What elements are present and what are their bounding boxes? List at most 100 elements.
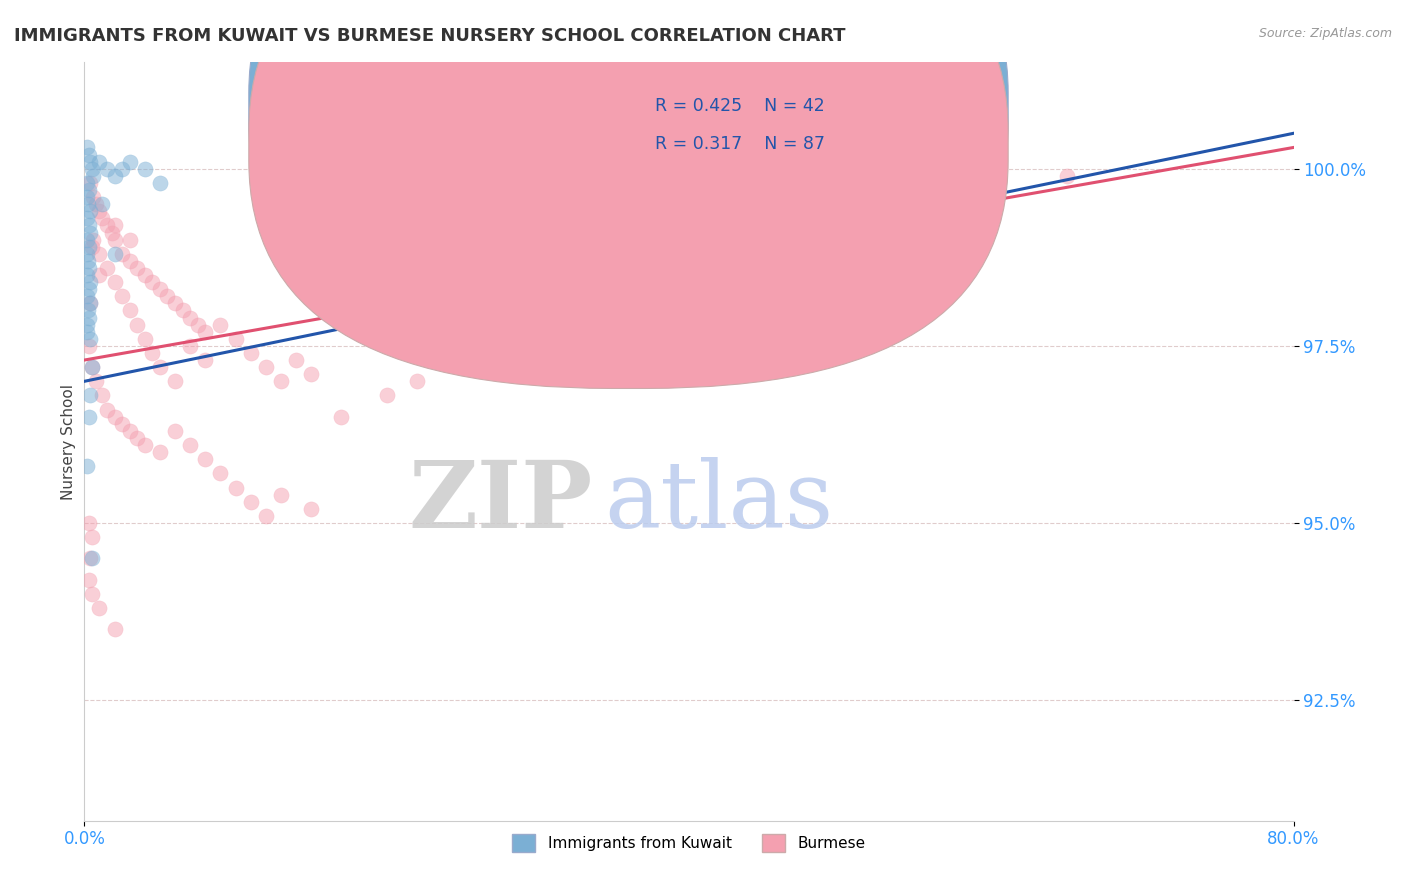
Point — [134, 438, 156, 452]
Point — [678, 275, 700, 289]
Point — [225, 332, 247, 346]
Point — [89, 154, 111, 169]
Point — [76, 190, 98, 204]
Point — [165, 374, 187, 388]
Point — [96, 260, 118, 275]
Point — [156, 289, 179, 303]
Legend: Immigrants from Kuwait, Burmese: Immigrants from Kuwait, Burmese — [506, 828, 872, 858]
Point — [179, 438, 201, 452]
Point — [104, 169, 127, 183]
Point — [602, 303, 624, 318]
Point — [406, 374, 429, 388]
Point — [80, 360, 103, 375]
Point — [79, 388, 101, 402]
Point — [77, 240, 100, 254]
Point — [89, 268, 111, 282]
Point — [76, 318, 98, 332]
Point — [76, 289, 98, 303]
Point — [572, 318, 595, 332]
Point — [754, 233, 776, 247]
FancyBboxPatch shape — [599, 78, 936, 172]
Point — [77, 197, 100, 211]
Point — [149, 360, 172, 375]
Point — [179, 310, 201, 325]
Point — [118, 233, 141, 247]
Point — [82, 169, 104, 183]
Point — [82, 190, 104, 204]
Point — [89, 601, 111, 615]
Text: atlas: atlas — [605, 458, 834, 547]
Point — [79, 204, 101, 219]
Point — [165, 296, 187, 310]
Point — [134, 161, 156, 176]
Point — [91, 388, 114, 402]
Point — [77, 260, 100, 275]
Point — [77, 573, 100, 587]
Point — [86, 374, 108, 388]
Point — [141, 346, 163, 360]
Point — [96, 161, 118, 176]
Point — [79, 226, 101, 240]
Point — [270, 374, 292, 388]
Point — [77, 253, 100, 268]
Point — [104, 623, 127, 637]
Point — [127, 260, 149, 275]
Point — [76, 140, 98, 154]
Point — [496, 346, 519, 360]
Point — [299, 501, 322, 516]
Point — [76, 459, 98, 474]
Point — [104, 409, 127, 424]
Point — [451, 360, 474, 375]
Point — [79, 154, 101, 169]
Point — [77, 183, 100, 197]
Point — [285, 353, 308, 368]
Point — [904, 197, 927, 211]
FancyBboxPatch shape — [249, 0, 1008, 389]
Point — [77, 147, 100, 161]
Point — [91, 211, 114, 226]
Point — [187, 318, 209, 332]
Point — [111, 289, 134, 303]
Point — [86, 197, 108, 211]
Point — [648, 289, 671, 303]
Point — [172, 303, 194, 318]
Point — [80, 530, 103, 544]
Point — [225, 481, 247, 495]
Text: Source: ZipAtlas.com: Source: ZipAtlas.com — [1258, 27, 1392, 40]
Point — [104, 219, 127, 233]
Point — [80, 240, 103, 254]
Point — [82, 233, 104, 247]
Point — [179, 339, 201, 353]
Point — [375, 388, 398, 402]
Text: IMMIGRANTS FROM KUWAIT VS BURMESE NURSERY SCHOOL CORRELATION CHART: IMMIGRANTS FROM KUWAIT VS BURMESE NURSER… — [14, 27, 845, 45]
Point — [254, 508, 277, 523]
Point — [79, 176, 101, 190]
Point — [77, 310, 100, 325]
Point — [111, 161, 134, 176]
Point — [194, 452, 217, 467]
Point — [830, 211, 852, 226]
Point — [77, 219, 100, 233]
Point — [980, 183, 1002, 197]
Y-axis label: Nursery School: Nursery School — [60, 384, 76, 500]
Point — [79, 296, 101, 310]
Point — [149, 176, 172, 190]
Point — [76, 233, 98, 247]
Point — [80, 551, 103, 566]
Point — [104, 233, 127, 247]
Point — [118, 424, 141, 438]
Point — [91, 197, 114, 211]
Point — [77, 516, 100, 530]
Point — [134, 332, 156, 346]
Point — [77, 303, 100, 318]
Point — [80, 360, 103, 375]
Point — [330, 409, 353, 424]
Point — [77, 339, 100, 353]
Point — [165, 424, 187, 438]
Point — [118, 303, 141, 318]
Point — [80, 161, 103, 176]
Point — [194, 325, 217, 339]
Text: R = 0.317    N = 87: R = 0.317 N = 87 — [655, 136, 825, 153]
Point — [149, 282, 172, 296]
Point — [104, 246, 127, 260]
